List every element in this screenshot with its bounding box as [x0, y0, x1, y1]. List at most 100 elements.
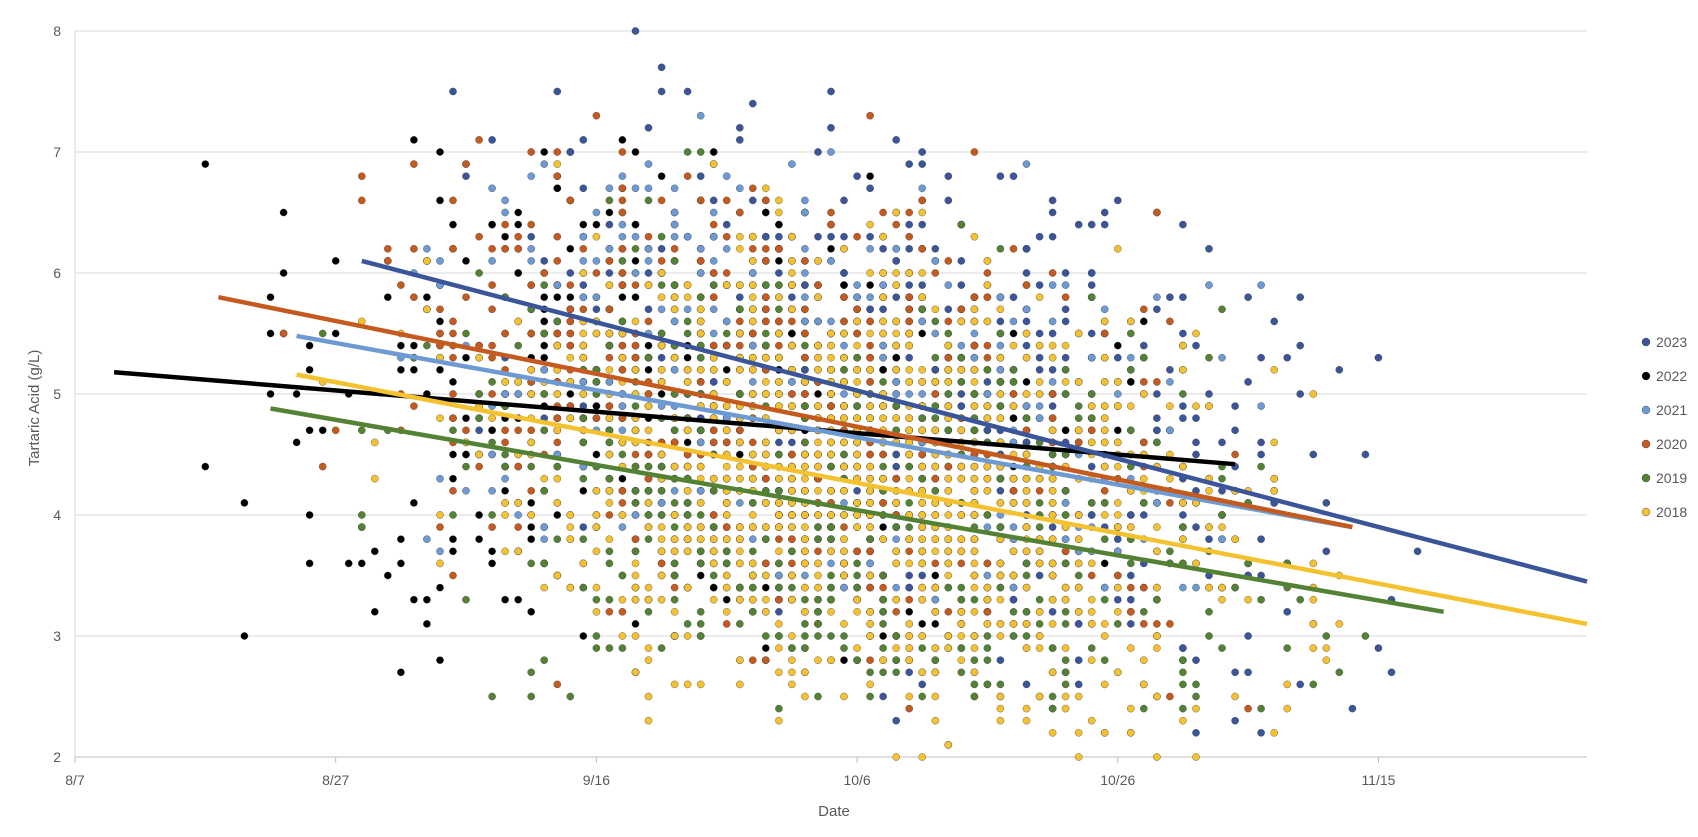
data-point-2018 — [749, 293, 757, 301]
data-point-2018 — [918, 269, 926, 277]
data-point-2020 — [605, 608, 614, 616]
data-point-2022 — [527, 523, 535, 531]
data-point-2021 — [696, 245, 705, 253]
data-point-2021 — [918, 317, 926, 326]
data-point-2022 — [1100, 559, 1109, 568]
data-point-2021 — [1166, 426, 1174, 435]
data-point-2018 — [1153, 583, 1161, 592]
data-point-2018 — [683, 293, 692, 301]
data-point-2022 — [462, 414, 470, 422]
data-point-2019 — [579, 583, 588, 592]
data-point-2018 — [683, 632, 692, 640]
data-point-2019 — [1009, 608, 1018, 616]
data-point-2021 — [423, 535, 431, 543]
data-point-2020 — [605, 257, 614, 265]
data-point-2018 — [1127, 402, 1135, 410]
data-point-2018 — [657, 523, 666, 531]
data-point-2022 — [292, 438, 301, 447]
data-point-2018 — [1179, 366, 1187, 374]
data-point-2022 — [775, 257, 783, 265]
data-point-2020 — [879, 208, 887, 217]
data-point-2018 — [853, 595, 861, 604]
data-point-2020 — [462, 160, 470, 168]
data-point-2021 — [840, 583, 848, 592]
legend-label: 2019 — [1656, 470, 1687, 486]
data-point-2018 — [944, 559, 953, 568]
data-point-2022 — [423, 620, 431, 628]
data-point-2018 — [1061, 692, 1070, 701]
data-point-2018 — [762, 608, 770, 616]
data-point-2019 — [670, 281, 679, 289]
data-point-2019 — [801, 644, 809, 652]
data-point-2018 — [866, 608, 874, 616]
data-point-2022 — [657, 390, 666, 398]
data-point-2019 — [931, 656, 940, 664]
data-point-2019 — [579, 535, 588, 543]
data-point-2020 — [553, 414, 562, 422]
data-point-2019 — [1061, 668, 1070, 677]
data-point-2018 — [918, 632, 926, 640]
data-point-2019 — [527, 559, 535, 568]
data-point-2018 — [775, 293, 783, 301]
data-point-2020 — [488, 281, 496, 289]
data-point-2019 — [970, 692, 979, 701]
data-point-2022 — [527, 499, 535, 507]
data-point-2020 — [1009, 390, 1018, 398]
data-point-2020 — [762, 196, 770, 205]
data-point-2023 — [879, 245, 887, 253]
data-point-2020 — [1074, 438, 1083, 447]
data-point-2019 — [944, 426, 953, 435]
data-point-2018 — [801, 547, 809, 556]
data-point-2018 — [722, 426, 731, 435]
data-point-2020 — [970, 148, 979, 156]
data-point-2023 — [1114, 595, 1122, 604]
data-point-2018 — [983, 402, 992, 410]
data-point-2022 — [436, 196, 444, 205]
data-point-2018 — [775, 523, 783, 531]
data-point-2021 — [631, 511, 640, 519]
data-point-2018 — [501, 511, 509, 519]
data-point-2018 — [1009, 341, 1018, 350]
data-point-2021 — [644, 160, 653, 168]
data-point-2023 — [840, 232, 848, 241]
data-point-2020 — [358, 172, 366, 180]
data-point-2018 — [996, 716, 1005, 725]
data-point-2020 — [827, 220, 835, 229]
data-point-2019 — [592, 632, 601, 640]
data-point-2019 — [657, 511, 666, 519]
data-point-2018 — [683, 547, 692, 556]
data-point-2022 — [722, 595, 731, 604]
data-point-2020 — [410, 293, 418, 301]
data-point-2023 — [1087, 269, 1096, 277]
data-point-2022 — [1114, 341, 1122, 350]
data-point-2023 — [996, 656, 1005, 664]
data-point-2019 — [957, 644, 966, 652]
data-point-2018 — [696, 680, 705, 689]
data-point-2019 — [853, 559, 861, 568]
data-point-2022 — [866, 281, 874, 289]
data-point-2019 — [696, 353, 705, 362]
data-point-2023 — [1153, 414, 1161, 422]
data-point-2019 — [1114, 620, 1122, 628]
data-point-2018 — [631, 559, 640, 568]
data-point-2019 — [853, 656, 861, 664]
data-point-2019 — [801, 402, 809, 410]
data-point-2021 — [436, 474, 444, 483]
data-point-2018 — [1022, 353, 1031, 362]
data-point-2018 — [527, 438, 535, 447]
data-point-2019 — [853, 402, 861, 410]
data-point-2019 — [670, 571, 679, 580]
data-point-2023 — [592, 305, 601, 314]
data-point-2023 — [918, 680, 926, 689]
data-point-2019 — [814, 692, 822, 701]
data-point-2018 — [983, 257, 992, 265]
data-point-2018 — [1035, 390, 1044, 398]
data-point-2018 — [1309, 644, 1318, 652]
data-point-2018 — [527, 390, 535, 398]
data-point-2019 — [918, 692, 926, 701]
data-point-2022 — [423, 595, 431, 604]
data-point-2020 — [905, 293, 913, 301]
data-point-2018 — [775, 378, 783, 386]
data-point-2018 — [801, 692, 809, 701]
data-point-2018 — [944, 378, 953, 386]
